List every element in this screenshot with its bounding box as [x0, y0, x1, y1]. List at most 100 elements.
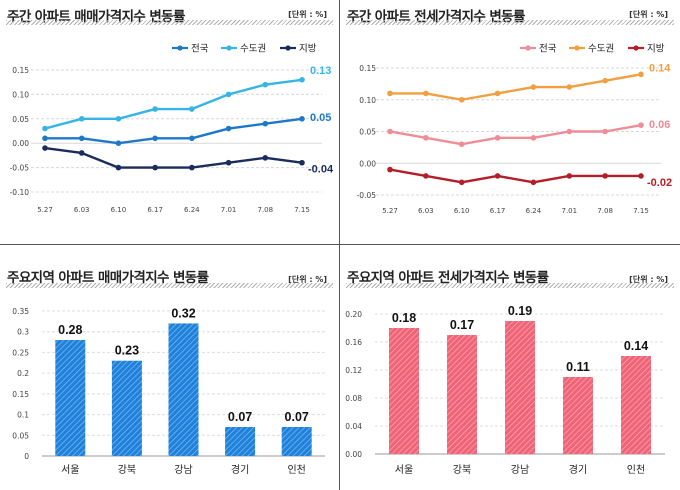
data-point: [458, 141, 465, 147]
data-point: [566, 173, 573, 179]
legend-swatch-marker: [177, 45, 183, 51]
data-point: [299, 76, 305, 83]
unit-label: [단위 : %]: [629, 10, 668, 19]
data-point: [387, 128, 393, 135]
data-point: [566, 128, 573, 135]
legend-label: 전국: [191, 44, 209, 55]
x-tick-label: 6.24: [184, 206, 200, 214]
data-point: [262, 120, 269, 127]
x-tick-label: 6.03: [74, 206, 90, 214]
x-tick-label: 6.10: [111, 206, 127, 214]
series-line-1: [44, 78, 303, 130]
x-tick-label: 6.03: [418, 207, 434, 215]
x-tick-label: 6.17: [147, 206, 163, 214]
x-category-label: 강남: [511, 464, 529, 476]
bar: [225, 427, 256, 456]
data-point: [115, 164, 122, 171]
legend-swatch-marker: [574, 45, 580, 51]
data-point: [152, 164, 158, 171]
sales-bar-plot: 0.35 0.3 0.25 0.2 0.15 0.1 0.05 0 0.28 서울 0.23 강북 0.…: [12, 306, 325, 476]
y-tick-label: -0.05: [357, 191, 377, 200]
data-point: [115, 116, 122, 122]
series-line-0: [389, 123, 642, 146]
data-point: [423, 135, 429, 141]
data-point: [494, 173, 501, 179]
data-point: [458, 179, 465, 186]
bar-value-label: 0.28: [58, 323, 82, 337]
x-category-label: 인천: [287, 464, 305, 476]
bar: [281, 427, 312, 456]
data-point: [262, 155, 269, 161]
end-value-label: -0.02: [647, 177, 672, 189]
data-point: [638, 122, 644, 128]
y-tick-label: 0.15: [12, 66, 29, 75]
bar-value-label: 0.07: [285, 410, 309, 424]
data-point: [225, 125, 232, 132]
data-point: [42, 125, 48, 132]
y-tick-label: 0.05: [12, 115, 29, 124]
data-point: [602, 173, 608, 179]
legend-swatch-marker: [525, 45, 531, 51]
y-tick-label: -0.10: [10, 188, 30, 197]
y-tick-label: 0.12: [345, 366, 362, 375]
bar: [621, 356, 651, 454]
y-tick-label: 0.1: [17, 411, 29, 420]
x-tick-label: 6.17: [490, 207, 506, 215]
data-point: [299, 159, 305, 166]
bar-value-label: 0.32: [171, 306, 195, 320]
end-value-label: 0.06: [649, 119, 670, 131]
bar: [168, 323, 199, 456]
data-point: [602, 77, 608, 84]
legend-label: 지방: [299, 44, 317, 55]
series-line-1: [390, 73, 642, 101]
data-point: [530, 179, 537, 186]
bar-value-label: 0.23: [115, 344, 139, 358]
x-category-label: 인천: [627, 464, 645, 476]
chart-jeonse-regional: 주요지역 아파트 전세가격지수 변동률 [단위 : %] 0.20 0.16 0.1…: [340, 245, 680, 490]
chart-title: 주요지역 아파트 전세가격지수 변동률: [347, 270, 549, 286]
unit-label: [단위 : %]: [288, 10, 327, 19]
data-point: [530, 84, 537, 90]
x-tick-label: 7.01: [221, 206, 237, 214]
y-tick-label: 0.25: [12, 348, 29, 357]
data-point: [423, 173, 429, 179]
x-tick-label: 7.15: [294, 206, 310, 214]
legend-label: 지방: [647, 44, 665, 55]
data-point: [189, 164, 195, 171]
bar: [505, 321, 535, 454]
data-point: [494, 135, 501, 141]
data-point: [225, 91, 232, 98]
end-value-label: 0.05: [310, 112, 331, 124]
bar-value-label: 0.07: [228, 410, 252, 424]
data-point: [494, 90, 501, 97]
y-tick-label: 0.05: [359, 128, 376, 137]
data-point: [225, 159, 232, 166]
end-value-label: 0.14: [649, 62, 671, 74]
data-point: [387, 90, 393, 97]
title-underline: [346, 283, 674, 288]
bar: [111, 360, 142, 456]
data-point: [42, 145, 48, 151]
y-tick-label: 0.20: [345, 310, 362, 319]
chart-title: 주요지역 아파트 매매가격지수 변동률: [7, 270, 209, 286]
title-underline: [6, 20, 333, 25]
y-tick-label: 0.15: [12, 390, 29, 399]
y-tick-label: 0.3: [17, 328, 29, 337]
chart-sales-regional: 주요지역 아파트 매매가격지수 변동률 [단위 : %] 0.35 0.3 0.25…: [0, 245, 340, 490]
sales-line-plot: 0.15 0.10 0.05 0.00 -0.05 -0.10 5.27 6.03 6.10 6.…: [10, 43, 334, 215]
data-point: [638, 173, 644, 179]
bar: [563, 377, 593, 454]
y-tick-label: 0.04: [345, 422, 362, 431]
data-point: [152, 135, 158, 142]
series-line-0: [45, 117, 303, 145]
title-underline: [6, 283, 333, 288]
x-tick-label: 5.27: [37, 206, 53, 214]
bar-value-label: 0.14: [624, 339, 648, 353]
series-line-2: [44, 146, 303, 169]
bar: [447, 335, 477, 454]
bar: [389, 328, 419, 454]
legend-label: 수도권: [588, 43, 614, 55]
unit-label: [단위 : %]: [288, 275, 327, 284]
y-tick-label: 0.15: [359, 64, 376, 73]
